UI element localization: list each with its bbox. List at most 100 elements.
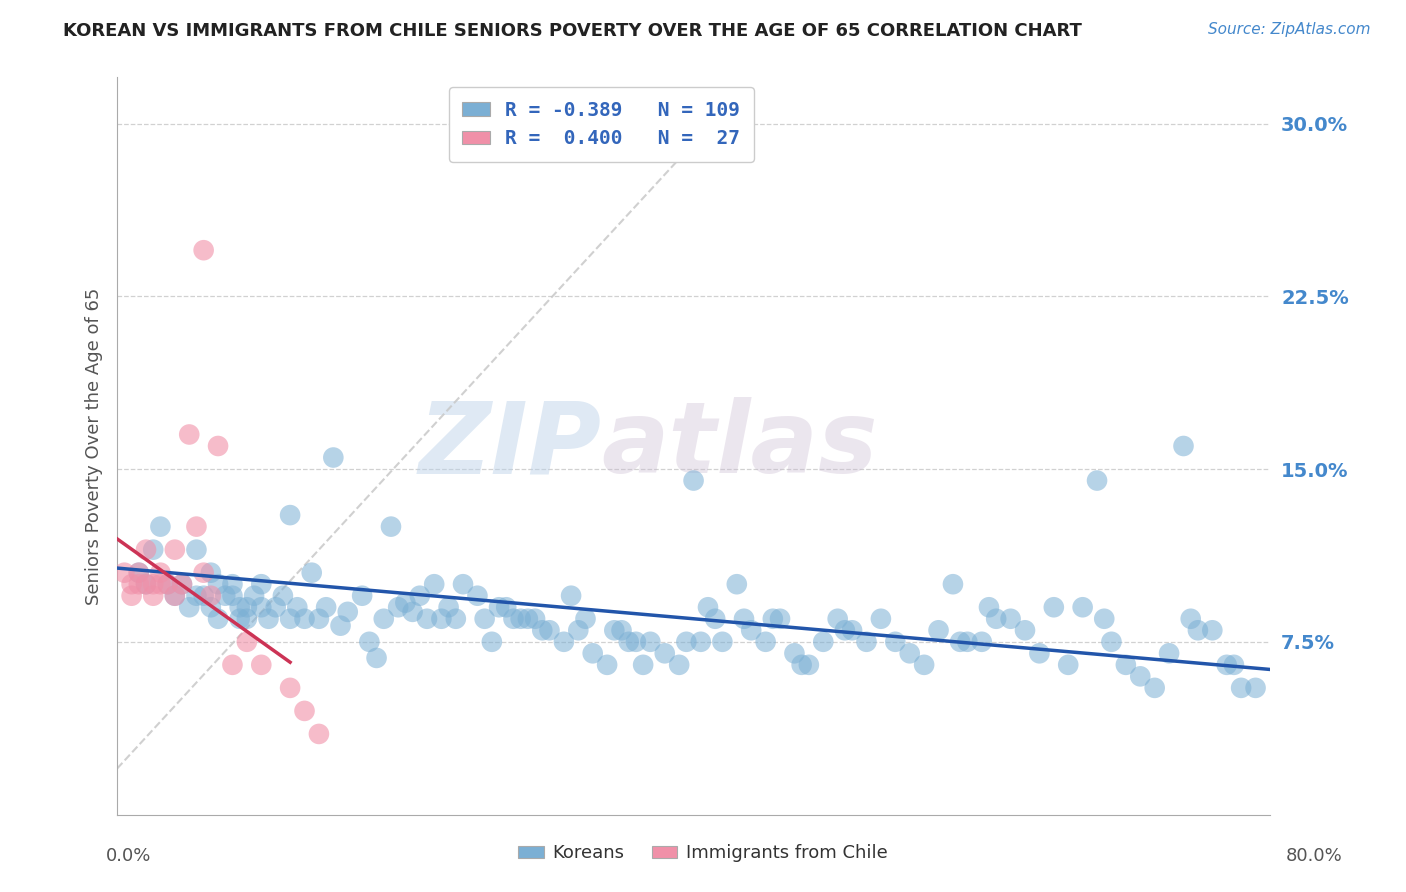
Point xyxy=(689,635,711,649)
Point xyxy=(1043,600,1066,615)
Point xyxy=(977,600,1000,615)
Point xyxy=(553,635,575,649)
Legend: R = -0.389   N = 109, R =  0.400   N =  27: R = -0.389 N = 109, R = 0.400 N = 27 xyxy=(449,87,754,162)
Point xyxy=(654,646,676,660)
Point xyxy=(294,704,316,718)
Point xyxy=(1071,600,1094,615)
Point xyxy=(271,589,294,603)
Point xyxy=(207,577,229,591)
Point xyxy=(207,612,229,626)
Point xyxy=(733,612,755,626)
Point xyxy=(509,612,531,626)
Point xyxy=(149,519,172,533)
Point xyxy=(790,657,813,672)
Point xyxy=(1159,646,1181,660)
Point xyxy=(1230,681,1253,695)
Point xyxy=(682,474,704,488)
Point xyxy=(179,427,201,442)
Point xyxy=(149,577,172,591)
Point xyxy=(567,624,589,638)
Point xyxy=(366,651,388,665)
Point xyxy=(1101,635,1123,649)
Point xyxy=(200,589,222,603)
Point xyxy=(474,612,496,626)
Point xyxy=(841,624,863,638)
Text: atlas: atlas xyxy=(602,398,877,494)
Point xyxy=(163,589,186,603)
Point xyxy=(769,612,792,626)
Point xyxy=(128,566,150,580)
Point xyxy=(467,589,489,603)
Point xyxy=(603,624,626,638)
Point xyxy=(394,596,416,610)
Point xyxy=(516,612,538,626)
Point xyxy=(956,635,979,649)
Point xyxy=(186,542,208,557)
Point xyxy=(1173,439,1195,453)
Y-axis label: Seniors Poverty Over the Age of 65: Seniors Poverty Over the Age of 65 xyxy=(86,287,103,605)
Point xyxy=(1000,612,1022,626)
Point xyxy=(264,600,287,615)
Point xyxy=(214,589,236,603)
Point xyxy=(236,612,259,626)
Point xyxy=(207,439,229,453)
Point xyxy=(704,612,727,626)
Point xyxy=(142,589,165,603)
Point xyxy=(156,577,179,591)
Point xyxy=(387,600,409,615)
Point xyxy=(409,589,432,603)
Point xyxy=(1085,474,1108,488)
Point xyxy=(617,635,640,649)
Point xyxy=(186,519,208,533)
Point xyxy=(243,589,266,603)
Point xyxy=(221,657,243,672)
Point xyxy=(257,612,280,626)
Point xyxy=(170,577,193,591)
Point xyxy=(834,624,856,638)
Point xyxy=(827,612,849,626)
Point xyxy=(278,508,301,522)
Point xyxy=(898,646,921,660)
Point xyxy=(740,624,762,638)
Point xyxy=(813,635,835,649)
Point xyxy=(128,566,150,580)
Point xyxy=(481,635,503,649)
Point xyxy=(423,577,446,591)
Point xyxy=(437,600,460,615)
Point xyxy=(1143,681,1166,695)
Point xyxy=(430,612,453,626)
Point xyxy=(163,589,186,603)
Text: 0.0%: 0.0% xyxy=(105,847,150,864)
Point xyxy=(1201,624,1223,638)
Point xyxy=(135,577,157,591)
Point xyxy=(352,589,374,603)
Text: ZIP: ZIP xyxy=(419,398,602,494)
Point xyxy=(1180,612,1202,626)
Point xyxy=(783,646,806,660)
Legend: Koreans, Immigrants from Chile: Koreans, Immigrants from Chile xyxy=(510,838,896,870)
Point xyxy=(250,657,273,672)
Point xyxy=(250,577,273,591)
Point xyxy=(142,542,165,557)
Point xyxy=(884,635,907,649)
Point xyxy=(640,635,662,649)
Point xyxy=(1244,681,1267,695)
Point xyxy=(149,566,172,580)
Point xyxy=(228,600,250,615)
Point xyxy=(193,566,215,580)
Point xyxy=(797,657,820,672)
Point xyxy=(170,577,193,591)
Point xyxy=(301,566,323,580)
Point xyxy=(711,635,734,649)
Point xyxy=(228,612,250,626)
Point xyxy=(755,635,778,649)
Point xyxy=(200,566,222,580)
Point xyxy=(1092,612,1115,626)
Point xyxy=(912,657,935,672)
Point xyxy=(1129,669,1152,683)
Point xyxy=(380,519,402,533)
Point xyxy=(221,589,243,603)
Point xyxy=(186,589,208,603)
Point xyxy=(574,612,596,626)
Point xyxy=(1115,657,1137,672)
